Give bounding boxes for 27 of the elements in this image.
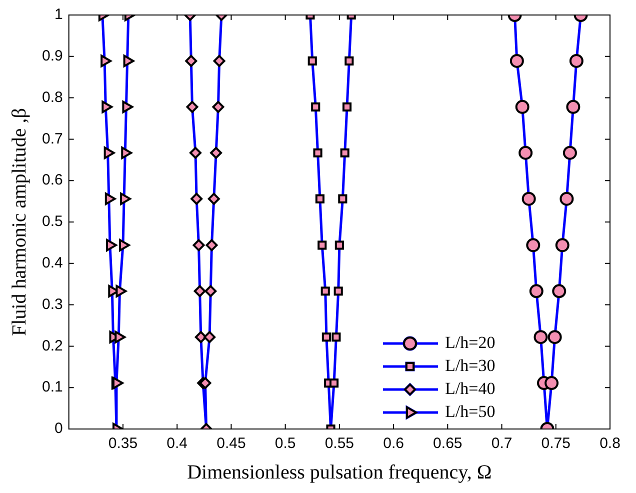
- y-tick-label: 0.9: [42, 48, 63, 65]
- x-tick-label: 0.75: [541, 435, 570, 452]
- x-tick-label: 0.45: [216, 435, 246, 452]
- x-tick-label: 0.5: [274, 435, 296, 452]
- y-tick-label: 0.2: [42, 337, 63, 354]
- y-tick-label: 0.4: [42, 254, 63, 272]
- x-tick-label: 0.7: [491, 435, 512, 452]
- legend-label: L/h=20: [445, 332, 496, 352]
- x-tick-label: 0.55: [324, 435, 354, 452]
- y-tick-label: 0.8: [42, 88, 63, 106]
- legend-label: L/h=50: [445, 402, 496, 421]
- y-tick-label: 0: [54, 420, 63, 438]
- y-tick-label: 1: [54, 6, 63, 24]
- y-tick-label: 0.6: [42, 172, 63, 189]
- y-tick-label: 0.3: [42, 296, 63, 313]
- x-tick-label: 0.8: [600, 435, 620, 452]
- x-tick-label: 0.35: [108, 435, 138, 452]
- x-axis-title: Dimensionless pulsation frequency, Ω: [187, 461, 492, 484]
- y-axis-title: Fluid harmonic amplitude ,β: [8, 108, 30, 336]
- x-tick-label: 0.65: [433, 435, 462, 452]
- y-tick-label: 0.1: [42, 378, 63, 396]
- y-tick-label: 0.7: [42, 130, 63, 148]
- x-tick-label: 0.6: [383, 435, 404, 452]
- legend-label: L/h=40: [445, 378, 496, 398]
- x-tick-label: 0.4: [166, 435, 188, 452]
- legend-label: L/h=30: [445, 356, 496, 375]
- y-tick-label: 0.5: [42, 213, 63, 230]
